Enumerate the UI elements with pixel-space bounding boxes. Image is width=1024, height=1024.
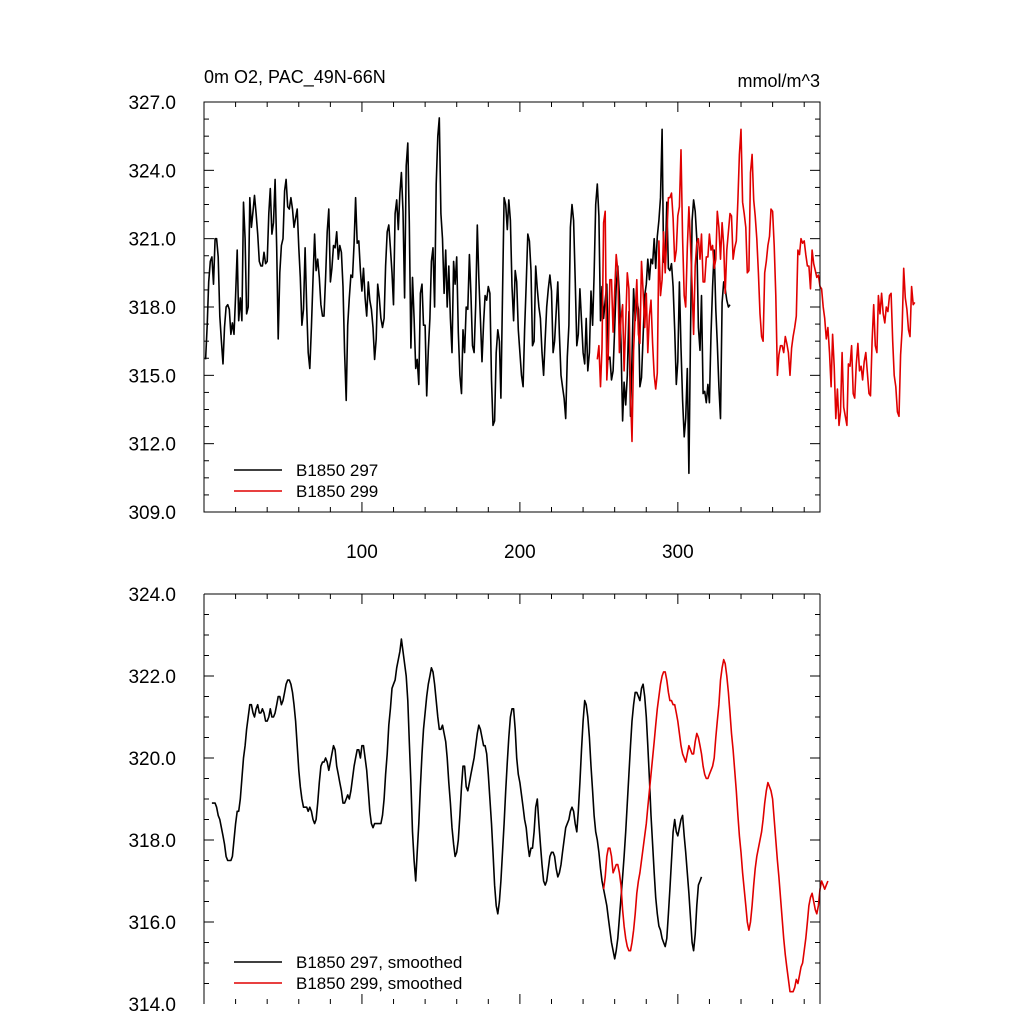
y-tick-label: 318.0: [128, 831, 176, 852]
series-line-1: [211, 638, 703, 960]
bottom-panel: 314.0 316.0 318.0 320.0 322.0 324.0 B1850 297…: [128, 585, 829, 1016]
series-line-2: [602, 658, 829, 993]
bottom-legend: B1850 297, smoothed B1850 299, smoothed: [234, 953, 462, 993]
legend-label-299-smoothed: B1850 299, smoothed: [296, 974, 462, 993]
bottom-y-tick-labels: 314.0 316.0 318.0 320.0 322.0 324.0: [128, 585, 176, 1016]
top-ticks: [204, 102, 820, 512]
top-plot-frame: [203, 101, 821, 513]
y-tick-label: 321.0: [128, 230, 176, 251]
top-y-tick-labels: 309.0 312.0 315.0 318.0 321.0 324.0 327.0: [128, 93, 176, 524]
top-x-tick-labels: 100 200 300: [346, 542, 694, 563]
bottom-ticks: [204, 594, 820, 1004]
x-tick-label: 300: [662, 542, 694, 563]
y-tick-label: 324.0: [128, 161, 176, 182]
series-line-1: [204, 117, 731, 475]
y-tick-label: 315.0: [128, 366, 176, 387]
series-line-2: [596, 128, 916, 443]
y-tick-label: 324.0: [128, 585, 176, 606]
y-tick-label: 322.0: [128, 667, 176, 688]
x-tick-label: 200: [504, 542, 536, 563]
y-tick-label: 316.0: [128, 913, 176, 934]
y-tick-label: 312.0: [128, 435, 176, 456]
bottom-series-lines: [211, 638, 829, 993]
top-panel: 0m O2, PAC_49N-66N mmol/m^3 309.0 312.0 31…: [128, 67, 916, 563]
y-tick-label: 318.0: [128, 298, 176, 319]
y-tick-label: 314.0: [128, 995, 176, 1016]
legend-label-297: B1850 297: [296, 461, 378, 480]
y-tick-label: 327.0: [128, 93, 176, 114]
y-tick-label: 320.0: [128, 749, 176, 770]
units-label: mmol/m^3: [738, 71, 820, 91]
legend-label-297-smoothed: B1850 297, smoothed: [296, 953, 462, 972]
top-legend: B1850 297 B1850 299: [234, 461, 378, 501]
top-series-lines: [204, 117, 916, 475]
legend-label-299: B1850 299: [296, 482, 378, 501]
y-tick-label: 309.0: [128, 503, 176, 524]
chart-title: 0m O2, PAC_49N-66N: [204, 67, 386, 88]
x-tick-label: 100: [346, 542, 378, 563]
